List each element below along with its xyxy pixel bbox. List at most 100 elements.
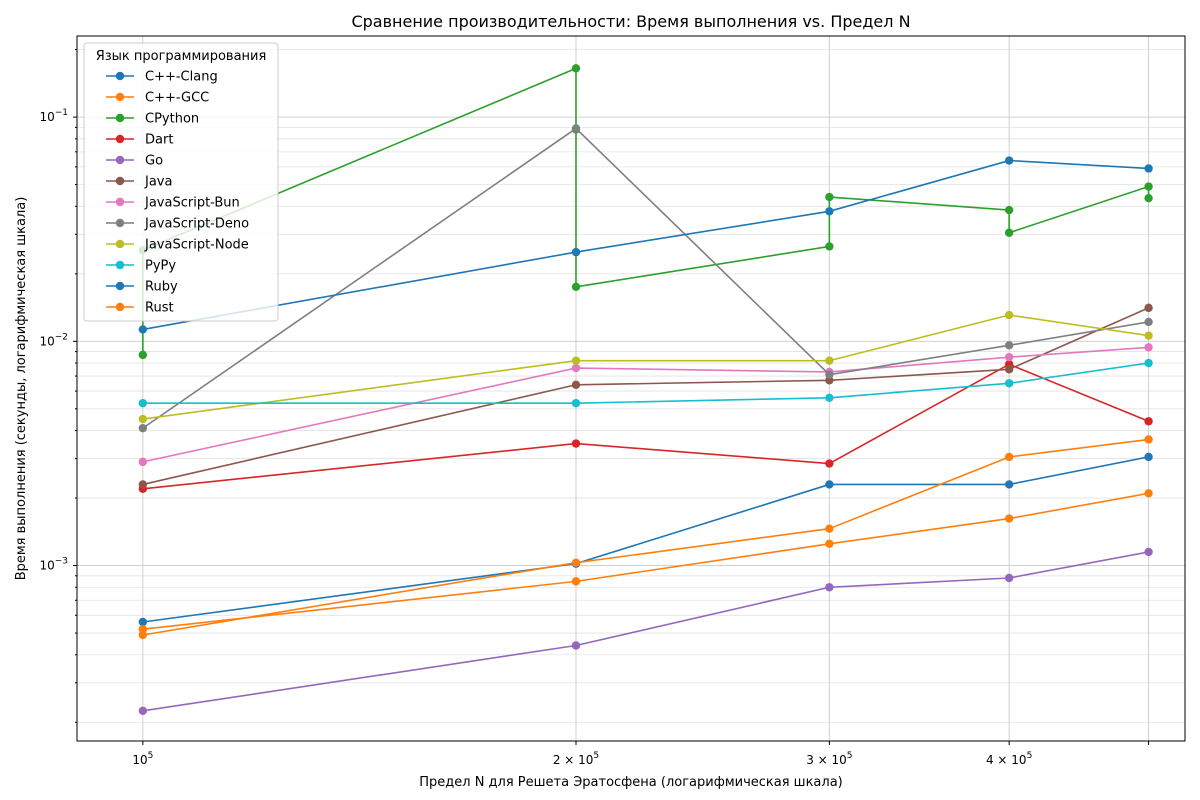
data-point — [138, 325, 148, 334]
data-point — [1004, 379, 1014, 388]
series-line — [142, 159, 1149, 331]
series-line — [142, 492, 1149, 631]
data-point — [825, 480, 834, 489]
legend-label: C++-Clang — [145, 70, 218, 85]
legend-label: Java — [144, 175, 172, 190]
data-point — [571, 356, 581, 365]
x-tick-label: 4 × 105 — [986, 751, 1032, 767]
data-point — [571, 439, 581, 448]
data-point — [138, 630, 148, 640]
data-point — [138, 457, 148, 467]
legend-marker — [115, 260, 125, 270]
data-point — [1004, 352, 1014, 362]
series-dart — [138, 360, 1153, 493]
data-point — [1144, 489, 1153, 498]
data-point — [138, 480, 148, 489]
legend-marker — [115, 113, 125, 123]
data-point — [1144, 452, 1153, 462]
legend-marker — [115, 239, 125, 249]
legend-item: C++-GCC — [106, 91, 209, 106]
data-point — [1004, 365, 1014, 374]
legend-label: C++-GCC — [145, 91, 209, 106]
data-point — [1004, 156, 1014, 165]
legend-marker — [115, 92, 125, 102]
x-tick-label: 3 × 105 — [806, 751, 852, 767]
legend-label: JavaScript-Bun — [144, 196, 240, 211]
legend-label: Ruby — [145, 280, 178, 295]
series-pypy — [138, 358, 1153, 408]
data-point — [1144, 331, 1153, 340]
data-point — [138, 414, 148, 424]
data-point — [825, 370, 834, 379]
data-point — [1144, 317, 1153, 327]
legend-marker — [115, 134, 125, 144]
legend-item: Dart — [106, 133, 173, 148]
series-line — [142, 346, 1149, 463]
legend-item: Rust — [106, 301, 174, 316]
data-point — [825, 207, 834, 216]
legend-item: JavaScript-Deno — [106, 217, 249, 232]
series-rust — [138, 435, 1153, 640]
data-point — [825, 583, 834, 592]
data-point — [138, 706, 148, 715]
legend-item: C++-Clang — [106, 70, 218, 85]
series-c-gcc — [138, 489, 1153, 634]
data-point — [1144, 547, 1153, 557]
data-point — [138, 625, 148, 634]
legend-label: Dart — [145, 133, 173, 148]
chart-title: Сравнение производительности: Время выпо… — [351, 12, 910, 31]
data-point — [1004, 452, 1014, 462]
data-point — [1004, 205, 1014, 215]
legend-item: Ruby — [106, 280, 178, 295]
legend-marker — [115, 281, 125, 291]
data-point — [1144, 193, 1153, 203]
legend-marker — [115, 176, 125, 186]
series-go — [138, 547, 1153, 715]
y-axis-label: Время выполнения (секунды, логарифмическ… — [14, 197, 29, 581]
legend: Язык программирования C++-Clang C++-GCC CPy… — [83, 42, 279, 322]
y-tick-label: 10−2 — [39, 332, 68, 348]
data-point — [571, 124, 581, 133]
legend-item: Java — [106, 175, 172, 190]
data-point — [1144, 303, 1153, 313]
data-point — [1004, 514, 1014, 523]
data-point — [138, 617, 148, 627]
legend-title: Язык программирования — [96, 49, 267, 64]
legend-label: CPython — [145, 112, 199, 127]
legend-label: Rust — [145, 301, 174, 316]
series-ruby — [138, 156, 1153, 334]
legend-marker — [115, 155, 125, 165]
legend-label: JavaScript-Node — [144, 238, 249, 253]
data-point — [1004, 480, 1014, 489]
data-point — [571, 577, 581, 586]
series-javascript-node — [138, 310, 1153, 424]
legend-marker — [115, 71, 125, 81]
legend-label: JavaScript-Deno — [144, 217, 249, 232]
legend-item: JavaScript-Node — [106, 238, 249, 253]
data-point — [1144, 435, 1153, 444]
series-javascript-bun — [138, 343, 1153, 467]
data-point — [1004, 341, 1014, 350]
x-axis-label: Предел N для Решета Эратосфена (логарифм… — [419, 775, 843, 790]
data-point — [571, 247, 581, 257]
data-point — [138, 398, 148, 408]
y-tick-label: 10−3 — [39, 557, 68, 573]
legend-item: PyPy — [106, 259, 176, 274]
data-point — [571, 282, 581, 292]
data-point — [825, 192, 834, 202]
data-point — [571, 398, 581, 408]
legend-marker — [115, 197, 125, 207]
data-point — [1004, 573, 1014, 583]
series-line — [142, 67, 1150, 355]
series-cpython — [138, 64, 1153, 360]
series-java — [138, 303, 1153, 489]
ticks: 105 2 × 105 3 × 105 4 × 105 10−3 10−2 10−1 — [39, 49, 1150, 767]
data-point — [825, 539, 834, 549]
legend-label: Go — [145, 154, 163, 169]
data-point — [825, 242, 834, 251]
legend-marker — [115, 302, 125, 312]
series-line — [142, 438, 1149, 636]
series-layer — [138, 64, 1153, 715]
